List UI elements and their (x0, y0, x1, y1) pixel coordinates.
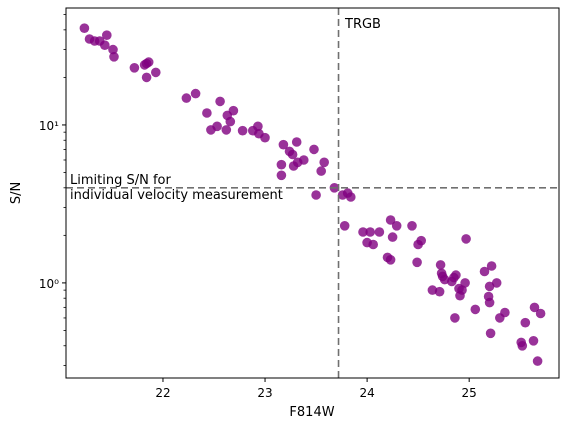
data-point (479, 266, 490, 277)
data-point (276, 159, 287, 170)
data-point (299, 155, 309, 165)
data-point (416, 235, 427, 246)
y-axis-label: S/N (9, 182, 24, 204)
data-point (311, 190, 321, 200)
data-point (385, 215, 396, 225)
data-point (528, 336, 539, 346)
data-point (108, 44, 118, 55)
data-point (450, 313, 460, 323)
data-point (407, 221, 417, 231)
data-point (102, 30, 112, 40)
data-point (346, 192, 356, 202)
data-point (287, 149, 298, 160)
data-point (309, 144, 319, 155)
scatter-points (79, 23, 546, 366)
x-tick-label: 25 (462, 386, 477, 400)
limiting-sn-label-line2: individual velocity measurement (70, 188, 283, 203)
data-point (129, 63, 140, 73)
data-point (253, 121, 263, 132)
data-point (387, 232, 398, 242)
y-tick-label: 10⁰ (39, 277, 59, 291)
data-point (520, 317, 531, 328)
data-point (276, 170, 287, 181)
data-point (365, 227, 376, 237)
data-point (484, 281, 495, 292)
data-point (460, 278, 470, 288)
data-point (316, 166, 327, 176)
data-point (79, 23, 90, 33)
data-point (412, 257, 422, 268)
data-point (427, 285, 438, 295)
data-point (215, 96, 225, 107)
data-point (319, 157, 330, 168)
data-point (391, 221, 402, 231)
data-point (237, 125, 248, 136)
data-point (500, 307, 510, 318)
data-point (202, 108, 212, 118)
data-point (470, 304, 481, 315)
data-point (228, 105, 239, 116)
data-point (434, 286, 445, 297)
data-point (291, 137, 302, 147)
data-point (143, 57, 154, 67)
axis-ticks: 22 23 24 25 10⁰ 10¹ (39, 14, 477, 400)
data-point (151, 67, 161, 78)
reference-lines (66, 8, 559, 378)
y-tick-label: 10¹ (39, 119, 59, 133)
data-point (212, 121, 222, 132)
data-point (535, 308, 546, 319)
data-point (484, 297, 495, 308)
data-point (485, 328, 496, 339)
limiting-sn-label-line1: Limiting S/N for (70, 173, 171, 188)
data-point (109, 52, 119, 62)
data-point (374, 227, 385, 237)
trgb-label: TRGB (344, 17, 381, 32)
data-point (358, 227, 368, 237)
data-point (385, 254, 396, 265)
data-point (529, 302, 540, 313)
data-point (260, 132, 270, 143)
data-point (181, 93, 192, 103)
data-point (100, 40, 110, 50)
x-tick-label: 22 (155, 386, 170, 400)
data-point (517, 341, 528, 351)
data-point (141, 72, 152, 83)
data-point (435, 260, 446, 270)
x-axis-label: F814W (289, 405, 334, 420)
data-point (339, 221, 350, 231)
x-tick-label: 23 (257, 386, 272, 400)
data-point (451, 270, 461, 280)
data-point (368, 239, 379, 250)
data-point (278, 139, 289, 150)
data-point (225, 116, 236, 127)
x-tick-label: 24 (359, 386, 374, 400)
data-point (532, 356, 543, 366)
data-point (190, 88, 201, 99)
plot-frame (65, 7, 560, 379)
data-point (461, 234, 471, 244)
data-point (491, 278, 502, 288)
data-point (457, 285, 467, 295)
data-point (221, 125, 232, 135)
data-point (486, 261, 497, 271)
